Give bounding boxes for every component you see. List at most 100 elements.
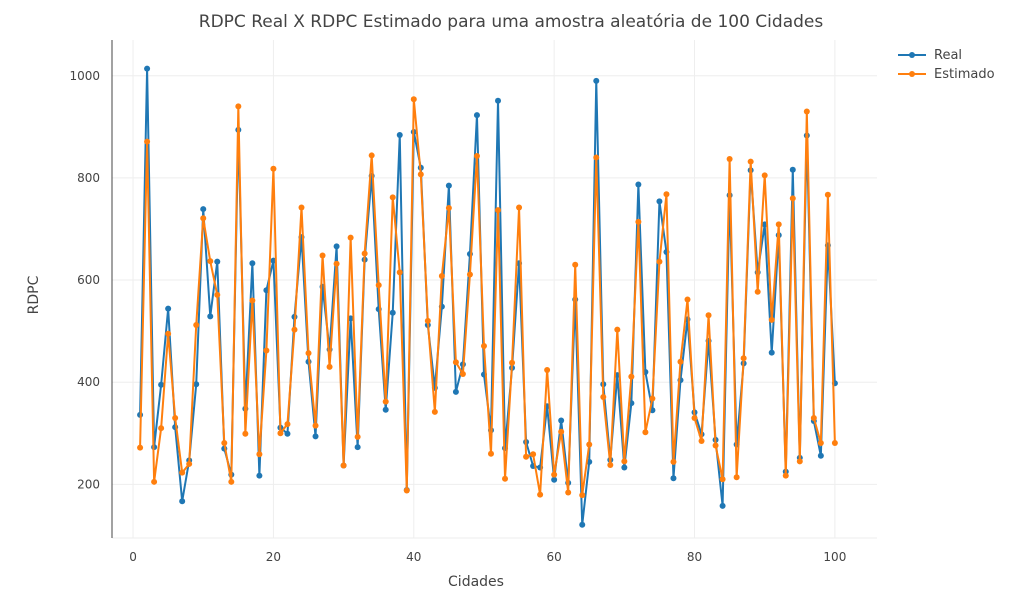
data-point-estimado — [221, 439, 228, 446]
data-point-estimado — [579, 492, 586, 499]
data-point-estimado — [263, 347, 270, 354]
data-point-real — [193, 381, 200, 388]
x-tick-label: 40 — [406, 550, 421, 564]
data-point-real — [670, 475, 677, 482]
data-point-estimado — [137, 444, 144, 451]
x-tick-label: 20 — [266, 550, 281, 564]
data-point-real — [579, 521, 586, 528]
data-point-real — [249, 260, 256, 267]
data-point-estimado — [403, 487, 410, 494]
data-point-estimado — [782, 472, 789, 479]
data-point-estimado — [375, 282, 382, 289]
data-point-real — [200, 206, 207, 213]
data-point-estimado — [586, 441, 593, 448]
data-point-estimado — [312, 422, 319, 429]
data-point-estimado — [537, 491, 544, 498]
series-line-real — [139, 67, 836, 526]
data-point-real — [144, 65, 151, 72]
data-point-estimado — [558, 428, 565, 435]
data-point-estimado — [487, 450, 494, 457]
data-point-estimado — [165, 330, 172, 337]
data-point-estimado — [642, 429, 649, 436]
data-point-estimado — [249, 297, 256, 304]
data-point-estimado — [277, 430, 284, 437]
data-point-real — [312, 433, 319, 440]
data-point-estimado — [796, 458, 803, 465]
data-point-estimado — [298, 204, 305, 211]
data-point-estimado — [305, 350, 312, 357]
data-point-estimado — [656, 258, 663, 265]
data-point-estimado — [761, 172, 768, 179]
data-point-estimado — [382, 398, 389, 405]
data-point-estimado — [614, 326, 621, 333]
data-point-real — [789, 166, 796, 173]
data-point-estimado — [775, 221, 782, 228]
data-point-estimado — [193, 322, 200, 329]
data-point-real — [719, 502, 726, 509]
data-point-estimado — [544, 366, 551, 373]
data-point-real — [558, 417, 565, 424]
data-point-estimado — [333, 260, 340, 267]
data-point-estimado — [270, 165, 277, 172]
data-point-real — [656, 198, 663, 205]
data-point-estimado — [172, 414, 179, 421]
data-point-estimado — [242, 430, 249, 437]
data-point-estimado — [768, 316, 775, 323]
data-point-estimado — [509, 359, 516, 366]
data-point-estimado — [691, 414, 698, 421]
data-point-estimado — [789, 195, 796, 202]
x-tick-label: 60 — [547, 550, 562, 564]
data-point-estimado — [523, 453, 530, 460]
data-point-estimado — [712, 442, 719, 449]
data-point-estimado — [291, 326, 298, 333]
data-point-estimado — [649, 395, 656, 402]
data-point-estimado — [502, 475, 509, 482]
data-point-estimado — [480, 342, 487, 349]
data-point-estimado — [803, 108, 810, 115]
data-point-estimado — [817, 439, 824, 446]
data-point-estimado — [151, 478, 158, 485]
data-point-estimado — [572, 261, 579, 268]
legend-swatch-marker — [909, 52, 915, 58]
data-point-estimado — [698, 437, 705, 444]
data-point-estimado — [200, 215, 207, 222]
data-point-estimado — [410, 96, 417, 103]
data-point-real — [179, 498, 186, 505]
data-point-estimado — [389, 194, 396, 201]
data-point-estimado — [179, 469, 186, 476]
data-point-estimado — [144, 138, 151, 145]
data-point-real — [284, 430, 291, 437]
data-point-estimado — [326, 363, 333, 370]
legend-swatch-marker — [909, 71, 915, 77]
data-point-estimado — [705, 312, 712, 319]
data-point-real — [495, 97, 502, 104]
data-point-estimado — [256, 451, 263, 458]
y-tick-label: 400 — [77, 375, 100, 389]
data-point-estimado — [158, 425, 165, 432]
data-point-real — [333, 243, 340, 250]
data-point-real — [256, 472, 263, 479]
y-axis-ticks: 200 400 600 800 1000 — [69, 69, 100, 492]
data-point-real — [551, 476, 558, 483]
data-point-real — [452, 388, 459, 395]
data-point-estimado — [719, 476, 726, 483]
data-point-estimado — [354, 433, 361, 440]
data-point-estimado — [228, 478, 235, 485]
data-point-estimado — [621, 458, 628, 465]
x-axis-title: Cidades — [448, 574, 504, 590]
data-point-estimado — [831, 439, 838, 446]
y-tick-label: 800 — [77, 171, 100, 185]
legend-label: Real — [934, 48, 962, 63]
series-layer — [137, 65, 838, 528]
data-point-estimado — [635, 218, 642, 225]
data-point-estimado — [495, 207, 502, 214]
x-axis-ticks: 0 20 40 60 80 100 — [129, 550, 846, 564]
data-point-estimado — [516, 204, 523, 211]
data-point-real — [445, 182, 452, 189]
data-point-estimado — [824, 191, 831, 198]
data-point-real — [165, 305, 172, 312]
y-tick-label: 200 — [77, 477, 100, 491]
data-point-real — [817, 452, 824, 459]
data-point-estimado — [628, 373, 635, 380]
data-point-estimado — [368, 152, 375, 159]
